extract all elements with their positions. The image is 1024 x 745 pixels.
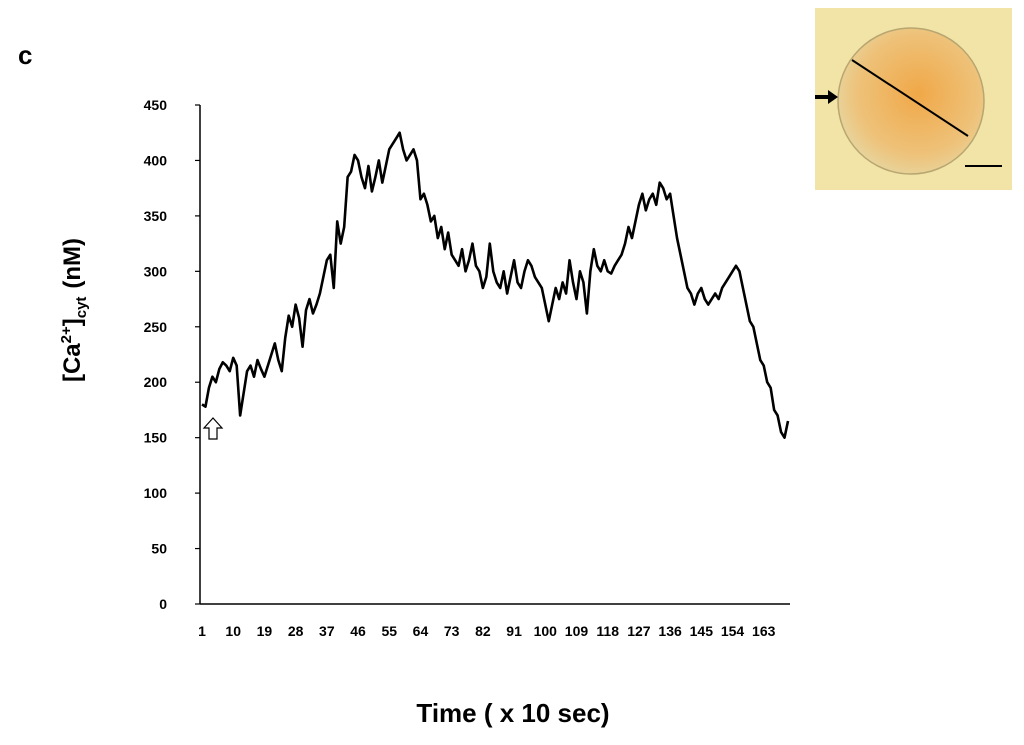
y-label-sup: 2+ (58, 326, 75, 343)
x-tick-label: 109 (565, 623, 589, 639)
x-tick-label: 163 (752, 623, 776, 639)
x-tick-label: 118 (596, 623, 619, 639)
y-tick-label: 0 (159, 596, 167, 612)
x-tick-label: 73 (444, 623, 460, 639)
x-tick-label: 100 (534, 623, 558, 639)
panel-label: c (18, 40, 32, 70)
stimulus-arrow (202, 417, 224, 440)
x-tick-label: 127 (627, 623, 651, 639)
x-tick-label: 82 (475, 623, 491, 639)
y-tick-label: 50 (151, 541, 167, 557)
x-tick-label: 154 (721, 623, 745, 639)
x-tick-label: 64 (413, 623, 429, 639)
x-tick-label: 10 (225, 623, 241, 639)
y-label-text2: ] (59, 318, 86, 326)
y-tick-label: 100 (144, 485, 168, 501)
y-label-text: [Ca (59, 343, 86, 382)
y-tick-label: 250 (144, 319, 168, 335)
x-tick-label: 55 (381, 623, 397, 639)
x-tick-label: 46 (350, 623, 366, 639)
y-label-sub: cyt (73, 297, 90, 319)
data-line (201, 131, 790, 439)
y-tick-label: 200 (144, 374, 168, 390)
inset-image (815, 8, 1012, 190)
y-label-unit: (nM) (59, 238, 86, 289)
y-tick-label: 350 (144, 208, 168, 224)
y-tick-label: 300 (144, 263, 168, 279)
x-tick-label: 145 (690, 623, 714, 639)
x-tick-label: 91 (506, 623, 522, 639)
x-axis-label: Time ( x 10 sec) (416, 698, 609, 728)
x-tick-label: 136 (658, 623, 682, 639)
y-tick-label: 400 (144, 152, 168, 168)
x-tick-label: 1 (198, 623, 206, 639)
x-tick-label: 19 (257, 623, 273, 639)
y-tick-label: 150 (144, 430, 168, 446)
y-tick-label: 450 (144, 97, 168, 113)
x-tick-label: 28 (288, 623, 304, 639)
y-axis-label: [Ca2+]cyt (nM) (58, 238, 90, 382)
x-tick-label: 37 (319, 623, 335, 639)
